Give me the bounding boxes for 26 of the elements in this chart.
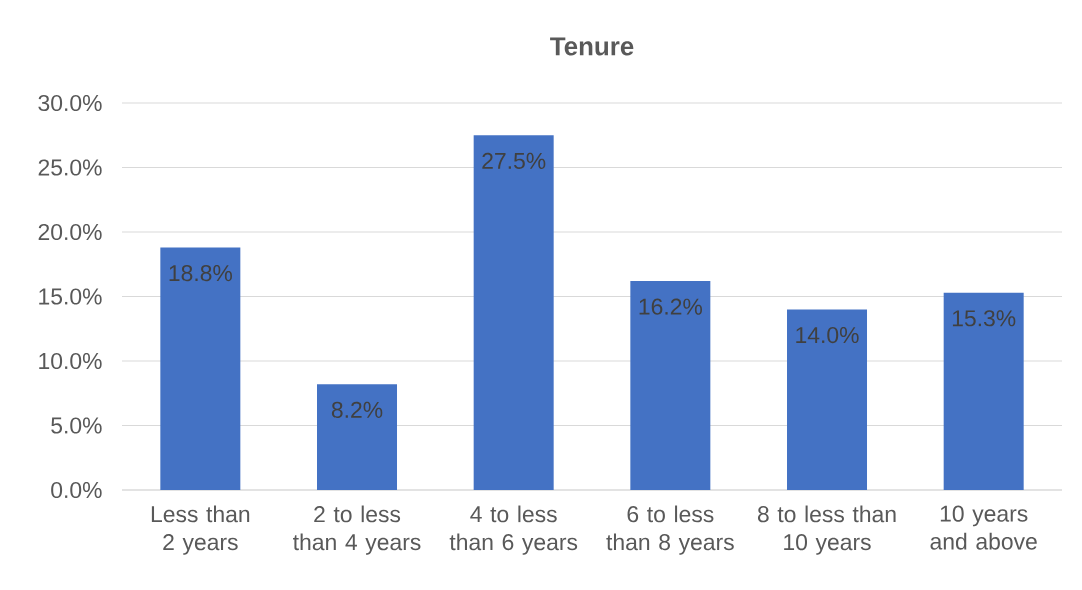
y-tick-label: 10.0% xyxy=(39,352,102,370)
data-label: 14.0% xyxy=(796,326,859,344)
bar xyxy=(473,135,554,490)
y-tick-label: 15.0% xyxy=(39,288,102,305)
data-label: 16.2% xyxy=(639,298,703,315)
y-tick-label: 0.0% xyxy=(51,481,102,499)
x-tick-label: 2 to less than 4 years xyxy=(293,505,421,555)
y-tick-label: 25.0% xyxy=(38,159,102,176)
data-label: 18.8% xyxy=(169,265,232,282)
bar xyxy=(160,247,241,490)
x-tick-label: 6 to less than 8 years xyxy=(606,505,734,555)
data-label: 15.3% xyxy=(952,310,1016,327)
x-tick-label: 4 to less than 6 years xyxy=(449,505,578,555)
y-tick-label: 20.0% xyxy=(38,223,102,241)
chart-title: Tenure xyxy=(550,37,634,56)
bar xyxy=(317,384,397,490)
y-tick-label: 5.0% xyxy=(51,417,102,434)
bar xyxy=(630,281,711,490)
data-label: 27.5% xyxy=(482,152,546,169)
data-label: 8.2% xyxy=(331,401,383,418)
x-tick-label: 8 to less than 10 years xyxy=(757,505,896,555)
bar xyxy=(943,292,1024,490)
y-tick-label: 30.0% xyxy=(38,94,102,112)
x-tick-label: 10 years and above xyxy=(930,505,1037,550)
bar xyxy=(787,309,868,490)
x-tick-label: Less than 2 years xyxy=(151,505,250,555)
